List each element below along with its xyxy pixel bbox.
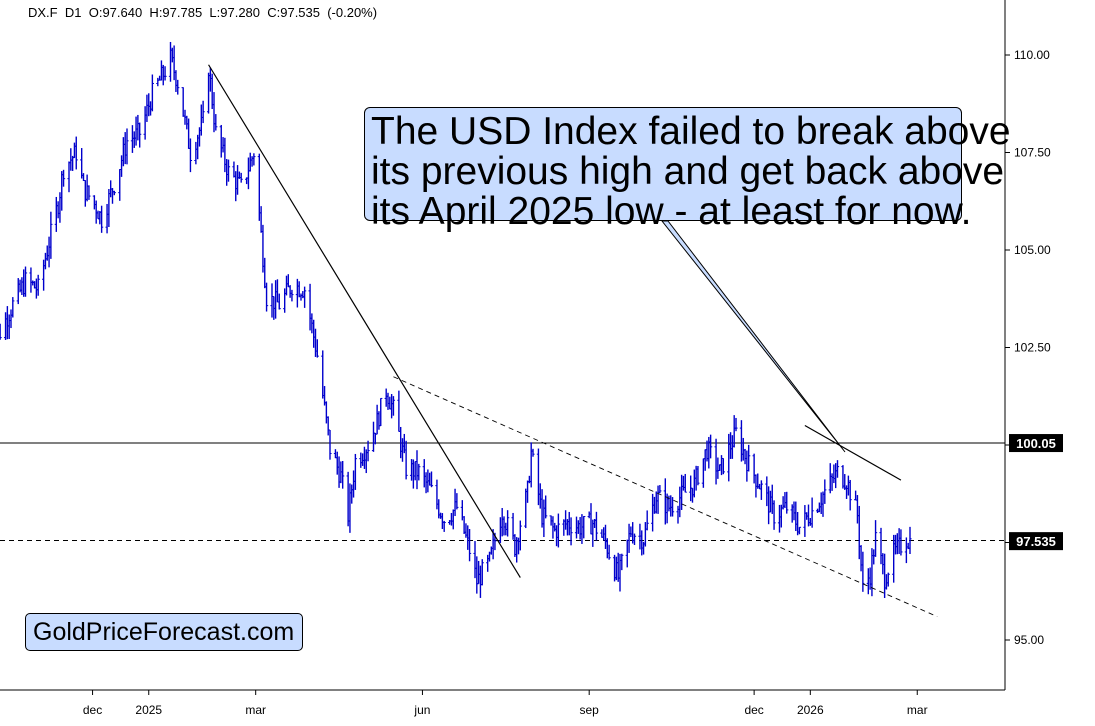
trendline <box>393 376 938 618</box>
y-tick-label: 102.50 <box>1014 341 1051 355</box>
price-tag-label: 100.05 <box>1016 436 1056 451</box>
x-tick-label: 2025 <box>135 703 162 717</box>
y-tick-label: 110.00 <box>1014 48 1050 62</box>
symbol-label: DX.F <box>28 5 58 20</box>
trendlines <box>208 64 938 618</box>
trendline <box>804 424 902 481</box>
price-bars <box>0 41 912 599</box>
chart-axes: 95.0097.50100.00102.50105.00107.50110.00… <box>0 0 1051 717</box>
x-tick-label: dec <box>744 703 763 717</box>
price-tag-box <box>1009 434 1063 453</box>
callout-line: The USD Index failed to break above <box>371 110 1011 153</box>
x-tick-label: mar <box>907 703 928 717</box>
x-tick-label: mar <box>245 703 266 717</box>
callout-line: its previous high and get back above <box>371 150 1005 193</box>
price-tags: 100.05 97.535 <box>1009 434 1063 551</box>
x-tick-label: 2026 <box>797 703 824 717</box>
annotation-callout: The USD Index failed to break above its … <box>364 107 1011 232</box>
brand-watermark-label: GoldPriceForecast.com <box>25 613 304 651</box>
chart-header: DX.F D1 O:97.640 H:97.785 L:97.280 C:97.… <box>28 5 377 20</box>
x-tick-label: sep <box>580 703 600 717</box>
x-tick-label: dec <box>83 703 102 717</box>
y-tick-label: 107.50 <box>1014 146 1051 160</box>
x-tick-label: jun <box>413 703 430 717</box>
price-tag-box <box>1009 532 1063 551</box>
callout-line: its April 2025 low - at least for now. <box>371 190 972 233</box>
callout-pointer <box>660 220 846 453</box>
y-tick-label: 105.00 <box>1014 243 1051 257</box>
timeframe-label: D1 <box>64 5 82 20</box>
ohlc-readout: O:97.640 H:97.785 L:97.280 C:97.535 (-0.… <box>88 5 378 20</box>
price-tag-label: 97.535 <box>1016 534 1056 549</box>
y-tick-label: 95.00 <box>1014 633 1044 647</box>
trendline <box>208 64 521 578</box>
